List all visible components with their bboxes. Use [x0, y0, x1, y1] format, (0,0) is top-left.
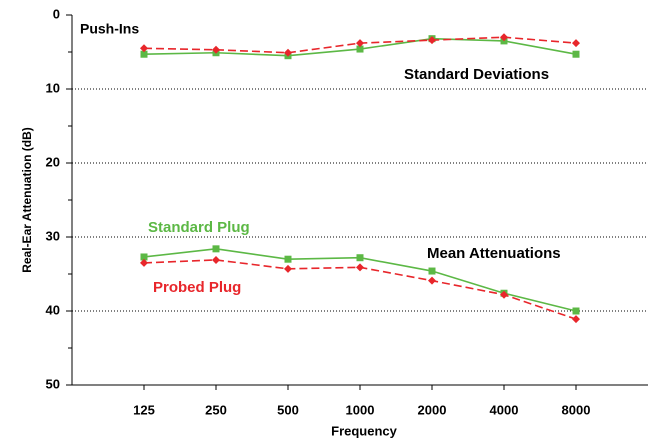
y-tick-label: 40 — [46, 302, 60, 317]
marker — [212, 245, 220, 253]
x-tick-label: 4000 — [490, 402, 519, 417]
marker — [140, 50, 148, 58]
y-axis-label: Real-Ear Attenuation (dB) — [20, 127, 34, 273]
marker — [284, 48, 292, 57]
x-tick-label: 125 — [133, 402, 155, 417]
annotation: Mean Attenuations — [427, 245, 561, 262]
y-tick-label: 10 — [46, 80, 60, 95]
marker — [572, 50, 580, 58]
marker — [428, 276, 436, 285]
marker — [140, 258, 148, 267]
marker — [500, 33, 508, 42]
marker — [212, 45, 220, 54]
annotation: Standard Deviations — [404, 66, 549, 83]
marker — [500, 290, 508, 299]
x-axis-label: Frequency — [331, 423, 398, 438]
marker — [572, 39, 580, 48]
x-tick-label: 250 — [205, 402, 227, 417]
x-tick-label: 8000 — [562, 402, 591, 417]
y-tick-label: 20 — [46, 154, 60, 169]
legend-label: Standard Plug — [148, 219, 250, 236]
marker — [356, 254, 364, 262]
legend-label: Probed Plug — [153, 279, 241, 296]
marker — [140, 253, 148, 261]
x-tick-label: 2000 — [418, 402, 447, 417]
marker — [356, 45, 364, 53]
y-tick-label: 30 — [46, 228, 60, 243]
y-tick-label: 0 — [53, 6, 60, 21]
marker — [572, 315, 580, 324]
marker — [356, 263, 364, 272]
x-tick-label: 1000 — [346, 402, 375, 417]
marker — [140, 44, 148, 53]
x-tick-label: 500 — [277, 402, 299, 417]
marker — [428, 267, 436, 275]
marker — [356, 39, 364, 48]
annotation: Push-Ins — [80, 21, 139, 37]
y-tick-label: 50 — [46, 376, 60, 391]
marker — [284, 255, 292, 263]
marker — [428, 36, 436, 45]
marker — [212, 255, 220, 264]
marker — [572, 307, 580, 315]
marker — [284, 264, 292, 273]
